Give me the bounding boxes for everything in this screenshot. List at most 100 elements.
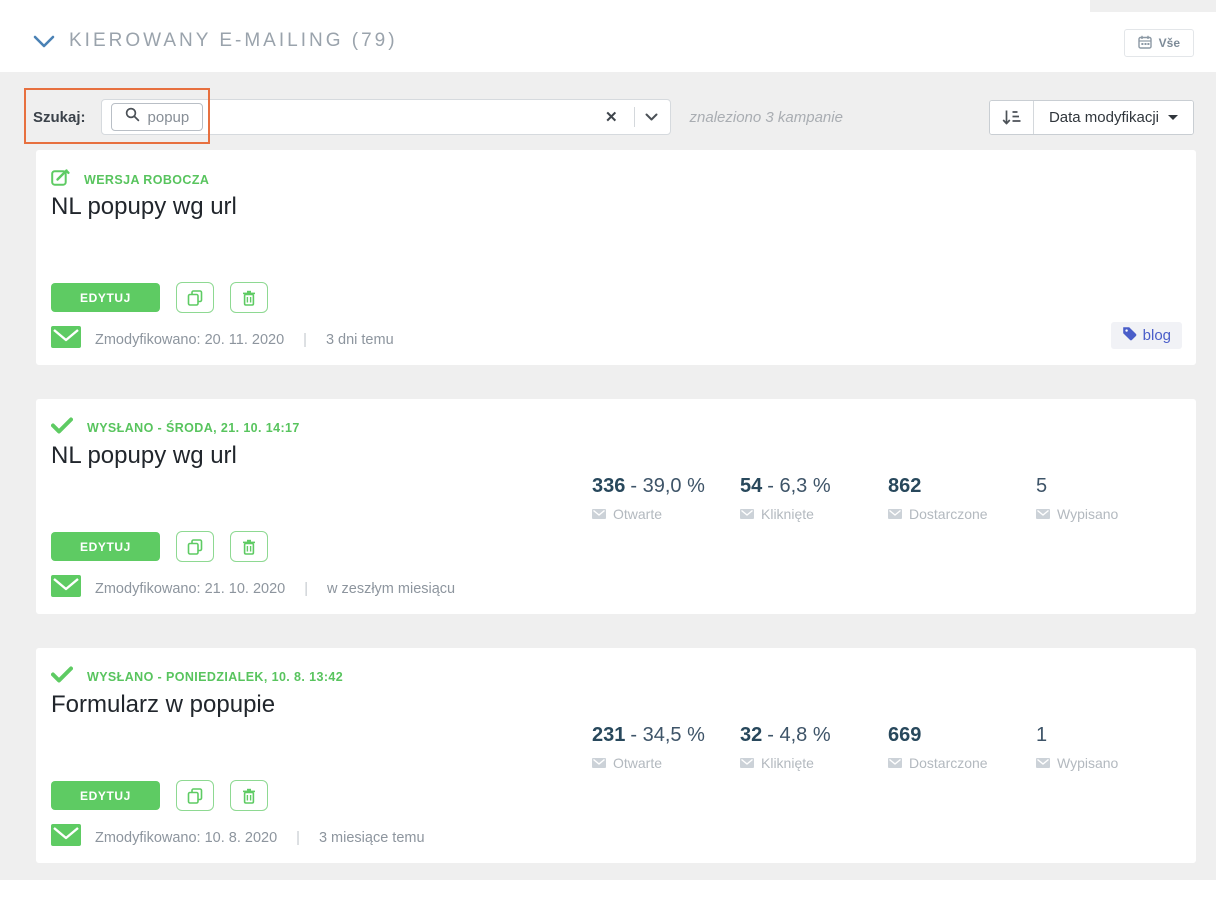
tag-label: blog	[1142, 327, 1171, 344]
stat-value: 669	[888, 724, 922, 746]
card-actions: EDYTUJ	[51, 282, 268, 313]
trash-icon	[243, 788, 255, 804]
calendar-icon	[1137, 35, 1152, 52]
sort-direction-button[interactable]	[989, 100, 1033, 134]
stat-label: Dostarczone	[909, 506, 988, 522]
sort-divider	[1032, 100, 1034, 134]
status-row: WERSJA ROBOCZA	[51, 168, 209, 192]
campaign-title[interactable]: NL popupy wg url	[51, 193, 237, 220]
modified-date: Zmodyfikowano: 20. 11. 2020	[95, 331, 285, 348]
campaign-list: WERSJA ROBOCZA NL popupy wg url EDYTUJ Z…	[36, 150, 1196, 897]
campaign-card: WYSŁANO - ŚRODA, 21. 10. 14:17 NL popupy…	[36, 399, 1196, 614]
stat-clicked: 32- 4,8 % Kliknięte	[740, 724, 888, 771]
search-toolbar: Szukaj: popup ✕ znaleziono 3 kampanie	[33, 99, 1194, 135]
modified-row: Zmodyfikowano: 20. 11. 2020 | 3 dni temu	[51, 326, 394, 353]
delete-button[interactable]	[230, 780, 268, 811]
envelope-small-icon	[1036, 506, 1050, 522]
stat-percent: - 4,8 %	[767, 724, 831, 746]
campaign-stats: 336- 39,0 % Otwarte 54- 6,3 % Kliknięte …	[592, 475, 1184, 522]
campaign-card: WERSJA ROBOCZA NL popupy wg url EDYTUJ Z…	[36, 150, 1196, 365]
edit-button[interactable]: EDYTUJ	[51, 532, 160, 561]
edit-button[interactable]: EDYTUJ	[51, 781, 160, 810]
section-header[interactable]: KIEROWANY E-MAILING (79)	[33, 30, 398, 52]
campaign-title[interactable]: Formularz w popupie	[51, 691, 276, 718]
envelope-small-icon	[1036, 755, 1050, 771]
copy-button[interactable]	[176, 531, 214, 562]
search-label: Szukaj:	[33, 108, 86, 126]
copy-icon	[187, 538, 203, 555]
modified-relative: w zeszłym miesiącu	[327, 580, 456, 597]
envelope-small-icon	[592, 755, 606, 771]
trash-icon	[243, 290, 255, 306]
modified-relative: 3 miesiące temu	[318, 829, 425, 846]
tag-chip[interactable]: blog	[1110, 322, 1182, 349]
check-icon	[51, 666, 73, 688]
stat-delivered: 862 Dostarczone	[888, 475, 1036, 522]
stat-percent: - 34,5 %	[630, 724, 705, 746]
caret-down-icon	[1168, 114, 1178, 120]
trash-icon	[243, 539, 255, 555]
stat-value: 231	[592, 724, 626, 746]
sort-field-label: Data modyfikacji	[1048, 108, 1159, 126]
delete-button[interactable]	[230, 282, 268, 313]
date-filter-label: Vše	[1158, 36, 1180, 50]
sort-amount-icon	[1002, 110, 1021, 124]
sort-controls: Data modyfikacji	[988, 99, 1194, 135]
status-label: WERSJA ROBOCZA	[84, 173, 210, 187]
results-count-text: znaleziono 3 kampanie	[689, 108, 843, 126]
envelope-small-icon	[740, 755, 754, 771]
copy-button[interactable]	[176, 282, 214, 313]
search-term-chip[interactable]: popup	[110, 103, 204, 131]
sort-field-dropdown[interactable]: Data modyfikacji	[1033, 100, 1193, 134]
campaign-stats: 231- 34,5 % Otwarte 32- 4,8 % Kliknięte …	[592, 724, 1184, 771]
tag-icon	[1122, 326, 1137, 345]
envelope-small-icon	[592, 506, 606, 522]
envelope-icon	[51, 326, 81, 353]
envelope-icon	[51, 575, 81, 602]
stat-percent: - 6,3 %	[767, 475, 831, 497]
clear-search-icon[interactable]: ✕	[599, 108, 624, 126]
separator: |	[296, 829, 300, 846]
copy-icon	[187, 289, 203, 306]
stat-delivered: 669 Dostarczone	[888, 724, 1036, 771]
chevron-down-icon	[33, 35, 55, 48]
copy-button[interactable]	[176, 780, 214, 811]
edit-button[interactable]: EDYTUJ	[51, 283, 160, 312]
stat-opened: 231- 34,5 % Otwarte	[592, 724, 740, 771]
stat-value: 32	[740, 724, 763, 746]
envelope-small-icon	[740, 506, 754, 522]
input-divider	[633, 107, 635, 127]
modified-date: Zmodyfikowano: 21. 10. 2020	[95, 580, 286, 597]
search-term-text: popup	[147, 108, 190, 126]
stat-unsubscribed: 5 Wypisano	[1036, 475, 1184, 522]
campaign-card: WYSŁANO - PONIEDZIALEK, 10. 8. 13:42 For…	[36, 648, 1196, 863]
search-icon	[125, 107, 140, 127]
stat-value: 5	[1036, 475, 1048, 497]
modified-row: Zmodyfikowano: 21. 10. 2020 | w zeszłym …	[51, 575, 455, 602]
stat-label: Kliknięte	[761, 755, 814, 771]
status-row: WYSŁANO - ŚRODA, 21. 10. 14:17	[51, 417, 300, 439]
delete-button[interactable]	[230, 531, 268, 562]
draft-icon	[51, 168, 70, 192]
stat-label: Dostarczone	[909, 755, 988, 771]
search-input[interactable]: popup ✕	[100, 99, 671, 135]
campaign-title[interactable]: NL popupy wg url	[51, 442, 237, 469]
page-header: KIEROWANY E-MAILING (79) Vše	[0, 0, 1216, 72]
search-dropdown-chevron-icon[interactable]	[645, 113, 658, 121]
envelope-small-icon	[888, 755, 902, 771]
stat-label: Otwarte	[613, 755, 663, 771]
stat-clicked: 54- 6,3 % Kliknięte	[740, 475, 888, 522]
status-row: WYSŁANO - PONIEDZIALEK, 10. 8. 13:42	[51, 666, 343, 688]
content-area: Szukaj: popup ✕ znaleziono 3 kampanie	[0, 72, 1216, 880]
envelope-icon	[51, 824, 81, 851]
date-filter-button[interactable]: Vše	[1123, 29, 1194, 57]
separator: |	[303, 331, 307, 348]
copy-icon	[187, 787, 203, 804]
stat-label: Wypisano	[1057, 506, 1119, 522]
status-label: WYSŁANO - PONIEDZIALEK, 10. 8. 13:42	[87, 670, 344, 684]
modified-row: Zmodyfikowano: 10. 8. 2020 | 3 miesiące …	[51, 824, 425, 851]
stat-value: 862	[888, 475, 922, 497]
top-right-gray-strip	[1090, 0, 1216, 12]
stat-percent: - 39,0 %	[630, 475, 705, 497]
envelope-small-icon	[888, 506, 902, 522]
